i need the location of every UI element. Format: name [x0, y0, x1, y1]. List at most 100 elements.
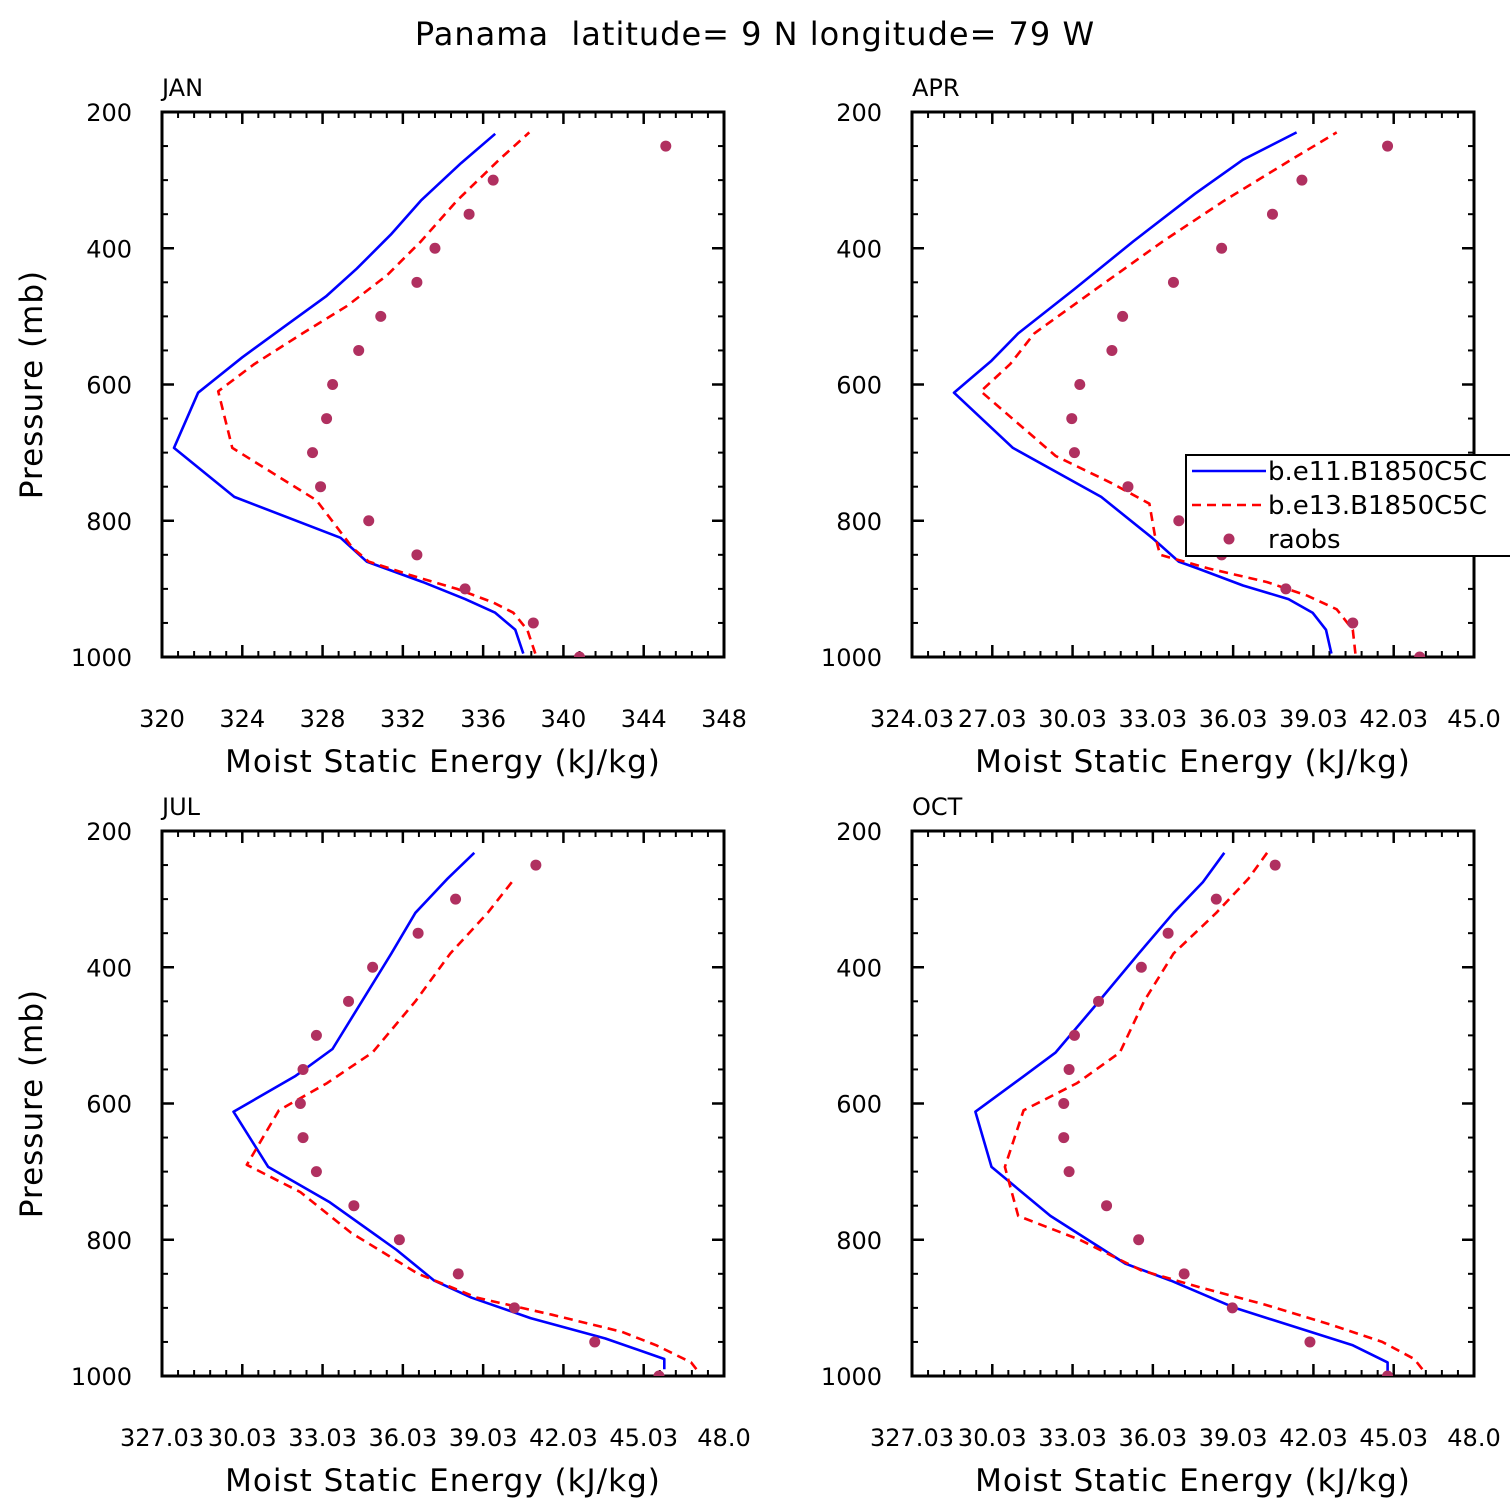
- data-area-jan: [172, 131, 672, 657]
- raobs-point: [487, 174, 499, 186]
- x-tick-label: 324.03: [870, 705, 954, 733]
- x-tick-label: 340: [541, 705, 587, 733]
- raobs-point: [1167, 276, 1179, 288]
- x-tick-label: 328: [300, 705, 346, 733]
- raobs-point: [1135, 961, 1147, 973]
- y-tick-label: 200: [86, 99, 132, 127]
- x-tick-label: 42.03: [1359, 705, 1428, 733]
- series-line-b-e13: [216, 131, 537, 655]
- x-tick-label: 33.03: [288, 1424, 357, 1452]
- raobs-point: [297, 1063, 309, 1075]
- x-tick-label: 324: [219, 705, 265, 733]
- plot-frame-oct: [910, 829, 1476, 1378]
- raobs-point: [1280, 583, 1292, 595]
- x-tick-label: 45.03: [609, 1424, 678, 1452]
- raobs-point: [310, 1029, 322, 1041]
- x-tick-label: 33.03: [1118, 705, 1187, 733]
- x-tick-label: 33.03: [1038, 1424, 1107, 1452]
- y-axis-label: Pressure (mb): [14, 270, 50, 499]
- raobs-point: [1226, 1302, 1238, 1314]
- y-tick-label: 600: [836, 372, 882, 400]
- raobs-point: [1058, 1132, 1070, 1144]
- series-raobs: [1058, 859, 1394, 1376]
- raobs-point: [459, 583, 471, 595]
- panel-label-jan: JAN: [160, 74, 203, 102]
- y-tick-label: 200: [836, 818, 882, 846]
- x-tick-label: 320: [139, 705, 185, 733]
- raobs-point: [363, 515, 375, 527]
- legend-swatch-raobs: [1223, 533, 1235, 545]
- data-area-oct: [974, 852, 1424, 1376]
- x-tick-label: 48.0: [1447, 1424, 1500, 1452]
- y-tick-label: 400: [836, 235, 882, 263]
- raobs-point: [1296, 174, 1308, 186]
- x-tick-label: 42.03: [1279, 1424, 1348, 1452]
- x-tick-label: 336: [460, 705, 506, 733]
- raobs-point: [297, 1132, 309, 1144]
- raobs-point: [653, 1370, 665, 1376]
- series-line-b-e11: [232, 851, 666, 1370]
- raobs-point: [1101, 1200, 1113, 1212]
- raobs-point: [393, 1234, 405, 1246]
- legend-label: b.e11.B1850C5C: [1268, 457, 1487, 487]
- x-tick-label: 30.03: [208, 1424, 277, 1452]
- series-line-b-e11: [974, 852, 1389, 1376]
- x-tick-label: 332: [380, 705, 426, 733]
- raobs-point: [452, 1268, 464, 1280]
- x-tick-label: 45.0: [1447, 705, 1500, 733]
- panel-label-oct: OCT: [912, 793, 963, 821]
- raobs-point: [463, 208, 475, 220]
- y-tick-label: 400: [836, 954, 882, 982]
- raobs-point: [1068, 447, 1080, 459]
- raobs-point: [429, 242, 441, 254]
- series-raobs: [294, 859, 665, 1376]
- x-tick-label: 36.03: [1199, 705, 1268, 733]
- raobs-point: [1173, 515, 1185, 527]
- panel-jul: JUL 200 400 600 800 1000 327.03 30.03 33.03 36.03…: [14, 793, 751, 1499]
- raobs-point: [367, 961, 379, 973]
- series-line-b-e11: [952, 131, 1333, 654]
- panel-label-apr: APR: [912, 74, 960, 102]
- raobs-point: [589, 1336, 601, 1348]
- series-line-b-e13: [979, 131, 1357, 654]
- raobs-point: [321, 413, 333, 425]
- x-axis-label: Moist Static Energy (kJ/kg): [225, 744, 661, 780]
- raobs-point: [1106, 344, 1118, 356]
- x-axis-label: Moist Static Energy (kJ/kg): [225, 1463, 661, 1499]
- y-axis-label: Pressure (mb): [14, 989, 50, 1218]
- raobs-point: [1074, 379, 1086, 390]
- raobs-point: [1414, 651, 1426, 657]
- raobs-point: [411, 549, 423, 561]
- raobs-point: [508, 1302, 520, 1314]
- raobs-point: [1066, 413, 1078, 425]
- x-tick-label: 36.03: [1118, 1424, 1187, 1452]
- series-line-b-e13: [1003, 852, 1424, 1371]
- raobs-point: [1266, 208, 1278, 220]
- series-line-b-e11: [172, 132, 525, 655]
- y-tick-label: 200: [836, 99, 882, 127]
- series-raobs: [307, 140, 672, 657]
- x-tick-label: 45.03: [1359, 1424, 1428, 1452]
- panel-jan: JAN 200 400 600 800 1000 320 324 328 332 336 340 344…: [14, 74, 747, 780]
- raobs-point: [412, 927, 424, 939]
- raobs-point: [1304, 1336, 1316, 1348]
- series-line-b-e13: [245, 877, 698, 1370]
- legend-label: b.e13.B1850C5C: [1268, 491, 1487, 521]
- raobs-point: [1216, 242, 1228, 254]
- x-tick-label: 327.03: [870, 1424, 954, 1452]
- x-axis-label: Moist Static Energy (kJ/kg): [975, 744, 1411, 780]
- panel-oct: OCT 200 400 600 800 1000 327.03 30.03 33.03 36.03…: [821, 793, 1501, 1499]
- y-tick-label: 1000: [71, 644, 132, 672]
- y-tick-label: 1000: [71, 1363, 132, 1391]
- y-tick-label: 800: [836, 508, 882, 536]
- plot-frame-jan: [160, 110, 726, 659]
- x-tick-label: 42.03: [529, 1424, 598, 1452]
- y-tick-label: 200: [86, 818, 132, 846]
- panels: JAN 200 400 600 800 1000 320 324 328 332 336 340 344…: [14, 74, 1510, 1499]
- y-tick-label: 600: [86, 1091, 132, 1119]
- raobs-point: [315, 481, 327, 493]
- legend-label: raobs: [1268, 525, 1341, 555]
- x-tick-label: 39.03: [449, 1424, 518, 1452]
- y-tick-label: 400: [86, 235, 132, 263]
